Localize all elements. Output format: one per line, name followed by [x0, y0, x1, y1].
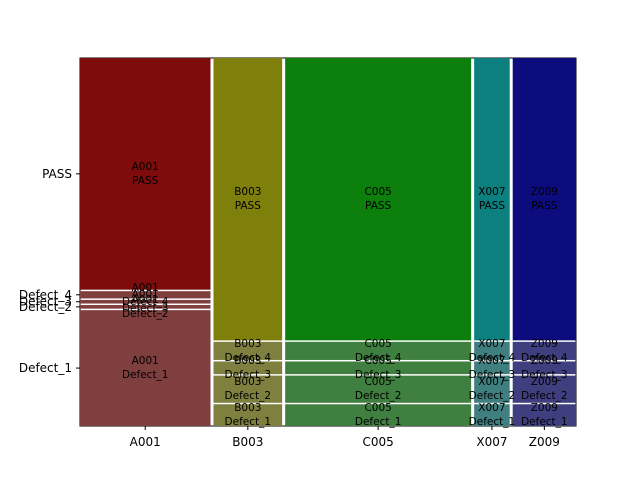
cell-label-outcome: Defect_1 — [521, 416, 568, 428]
cell-label-category: X007 — [478, 355, 505, 367]
cell-label-outcome: Defect_4 — [521, 352, 568, 364]
cell-z009-defect-3 — [512, 361, 576, 375]
cell-z009-pass — [512, 58, 576, 341]
cell-label-outcome: Defect_2 — [521, 390, 568, 402]
cell-label-category: X007 — [478, 338, 505, 350]
cell-c005-defect-2 — [285, 375, 472, 403]
cell-label-category: C005 — [364, 402, 391, 414]
cell-b003-defect-2 — [213, 375, 283, 403]
cell-x007-defect-4 — [474, 341, 510, 360]
cell-a001-pass — [80, 58, 211, 290]
cell-label-category: B003 — [234, 186, 261, 198]
cell-label-outcome: Defect_1 — [469, 416, 516, 428]
x-tick-label: A001 — [130, 435, 161, 449]
cell-c005-defect-1 — [285, 404, 472, 426]
cell-label-category: X007 — [478, 186, 505, 198]
cell-label-category: Z009 — [531, 186, 558, 198]
cell-x007-defect-2 — [474, 375, 510, 403]
cell-label-outcome: Defect_3 — [355, 369, 402, 381]
cell-c005-defect-3 — [285, 361, 472, 375]
cell-label-category: B003 — [234, 355, 261, 367]
cell-label-outcome: Defect_3 — [469, 369, 516, 381]
cell-label-outcome: Defect_3 — [225, 369, 272, 381]
cell-label-category: C005 — [364, 338, 391, 350]
cell-label-outcome: PASS — [531, 200, 558, 212]
x-axis-ticks: A001 B003 C005 X007 Z009 — [130, 426, 560, 449]
cell-label-outcome: Defect_4 — [469, 352, 516, 364]
cell-label-outcome: PASS — [235, 200, 262, 212]
cell-a001-defect-1 — [80, 310, 211, 426]
cell-label-category: A001 — [132, 161, 159, 173]
cell-label-category: Z009 — [531, 376, 558, 388]
cell-labels: A001Defect_1A001Defect_2A001Defect_3A001… — [122, 161, 568, 428]
cell-label-category: Z009 — [531, 355, 558, 367]
cell-label-outcome: Defect_2 — [355, 390, 402, 402]
cell-label-outcome: Defect_1 — [122, 369, 169, 381]
cell-b003-defect-1 — [213, 404, 283, 426]
cell-label-outcome: Defect_2 — [225, 390, 272, 402]
cell-label-outcome: Defect_1 — [355, 416, 402, 428]
cell-label-category: A001 — [132, 355, 159, 367]
y-tick-label: Defect_1 — [19, 361, 72, 375]
cell-a001-defect-2 — [80, 305, 211, 309]
cell-label-outcome: PASS — [132, 175, 159, 187]
cell-c005-defect-4 — [285, 341, 472, 360]
cell-b003-defect-4 — [213, 341, 283, 360]
y-tick-label: Defect_2 — [19, 300, 72, 314]
cell-label-outcome: Defect_3 — [122, 303, 169, 315]
x-tick-label: Z009 — [529, 435, 560, 449]
cell-a001-defect-4 — [80, 291, 211, 299]
cell-c005-pass — [285, 58, 472, 341]
cell-label-category: Z009 — [531, 338, 558, 350]
y-tick-label: Defect_4 — [19, 288, 72, 302]
x-tick-label: X007 — [476, 435, 507, 449]
cell-a001-defect-3 — [80, 299, 211, 304]
cell-label-category: Z009 — [531, 402, 558, 414]
cell-label-category: A001 — [132, 282, 159, 294]
cell-label-category: C005 — [364, 355, 391, 367]
cell-label-outcome: PASS — [365, 200, 392, 212]
cell-label-outcome: PASS — [479, 200, 506, 212]
cell-label-outcome: Defect_4 — [355, 352, 402, 364]
cell-label-category: A001 — [132, 289, 159, 301]
cell-b003-defect-3 — [213, 361, 283, 375]
cell-z009-defect-1 — [512, 404, 576, 426]
x-tick-label: C005 — [363, 435, 394, 449]
mosaic-cells — [80, 58, 576, 426]
cell-x007-defect-1 — [474, 404, 510, 426]
cell-label-outcome: Defect_2 — [122, 308, 169, 320]
cell-label-category: C005 — [364, 376, 391, 388]
cell-label-category: C005 — [364, 186, 391, 198]
cell-label-outcome: Defect_1 — [225, 416, 272, 428]
cell-z009-defect-4 — [512, 341, 576, 360]
cell-label-outcome: Defect_2 — [469, 390, 516, 402]
cell-x007-defect-3 — [474, 361, 510, 375]
cell-x007-pass — [474, 58, 510, 341]
cell-label-category: X007 — [478, 402, 505, 414]
cell-label-category: B003 — [234, 338, 261, 350]
x-tick-label: B003 — [232, 435, 263, 449]
cell-label-outcome: Defect_4 — [122, 296, 169, 308]
cell-label-category: B003 — [234, 402, 261, 414]
y-tick-label: Defect_3 — [19, 295, 72, 309]
cell-label-category: X007 — [478, 376, 505, 388]
y-tick-label: PASS — [42, 167, 72, 181]
cell-label-category: A001 — [132, 294, 159, 306]
cell-b003-pass — [213, 58, 283, 341]
cell-z009-defect-2 — [512, 375, 576, 403]
cell-label-outcome: Defect_4 — [225, 352, 272, 364]
cell-label-outcome: Defect_3 — [521, 369, 568, 381]
cell-label-category: B003 — [234, 376, 261, 388]
